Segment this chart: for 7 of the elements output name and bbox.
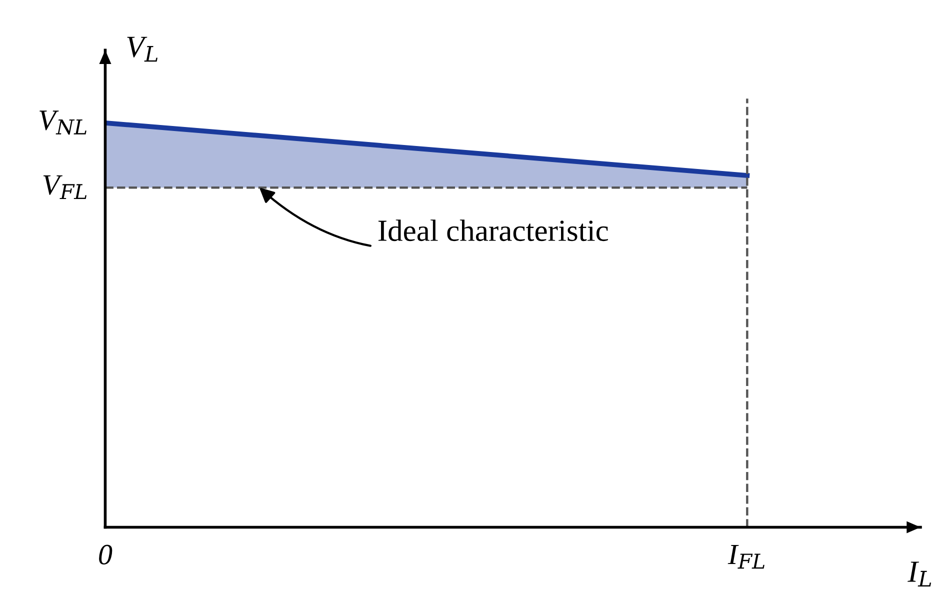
annotation: Ideal characteristic <box>378 220 608 242</box>
x-tick-label: 0 <box>99 544 112 564</box>
x-tick-label: I$_{FL}$ <box>728 544 764 569</box>
y-axis-title: V$_{L}$ <box>127 36 158 62</box>
x-axis-title: I$_{L}$ <box>908 562 932 586</box>
annotation: V$_{FL}$ <box>43 175 86 200</box>
annotation: V$_{NL}$ <box>40 110 86 135</box>
